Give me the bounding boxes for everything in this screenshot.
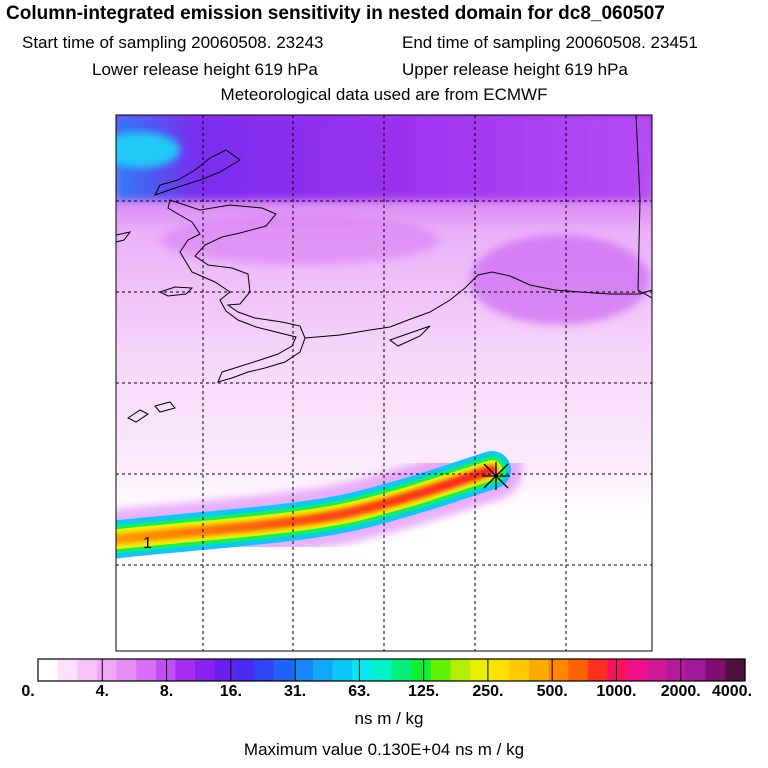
colorbar-cell [607,659,628,681]
colorbar-tick-label: 63. [348,683,371,700]
colorbar-tick-label: 16. [219,683,242,700]
colorbar-frame [37,658,746,682]
colorbar-tick-label: 1000. [596,683,637,700]
colorbar-cell [116,659,137,681]
colorbar-cell [175,659,196,681]
colorbar-cell [646,659,668,681]
colorbar-cell [332,659,353,681]
plume-label: 1 [143,535,152,552]
colorbar-cell [155,659,177,681]
colorbar-cell [430,659,452,681]
coastlines [116,115,652,423]
release-star-marker [482,462,510,490]
colorbar-cell [450,659,471,681]
plume-core [116,465,497,545]
coastline-north [154,149,241,196]
colorbar-cell [411,659,432,681]
colorbar-cell [705,659,726,681]
coastline-peninsula [167,199,306,383]
colorbar-cell [195,659,216,681]
peak-patch-northwest [116,132,180,168]
colorbar-tick-label: 8. [159,683,174,700]
start-time-label: Start time of sampling 20060508. 23243 [22,33,324,52]
colorbar-cell [254,659,275,681]
colorbar-cell [725,659,746,681]
colorbar-cell [38,659,59,681]
plot-area: 1 [116,115,652,651]
colorbar-ticks [101,659,682,681]
colorbar-cell [509,659,530,681]
colorbar-cell [470,659,491,681]
colorbar-cell [391,659,412,681]
island-small-1 [158,286,194,297]
colorbar-cell [96,659,118,681]
colorbar-tick-label: 4. [95,683,109,700]
end-time-label: End time of sampling 20060508. 23451 [402,33,698,52]
island-small-3 [154,401,176,413]
colorbar-cell [312,659,334,681]
colorbar-cell [568,659,589,681]
colorbar-cell [686,659,707,681]
colorbar-cell [489,659,510,681]
colorbar-tick-label: 500. [536,683,568,700]
colorbar-tick-label: 31. [283,683,307,700]
colorbar-cell [627,659,648,681]
colorbar-tick-label: 0. [21,683,35,700]
island-small-2 [127,409,149,423]
lower-release-label: Lower release height 619 hPa [92,60,318,79]
max-value-label: Maximum value 0.130E+04 ns m / kg [243,740,525,759]
colorbar-tick-label: 250. [472,683,504,700]
colorbar-cell [666,659,687,681]
colorbar-units: ns m / kg [354,709,424,728]
coastline-east [635,115,652,299]
island-west [116,231,132,243]
island-east [388,325,431,347]
colorbar-cell [548,659,569,681]
chart-title: Column-integrated emission sensitivity i… [6,3,665,24]
colorbar-cells [38,659,746,681]
colorbar-tick-label: 2000. [660,683,701,700]
colorbar-cell [293,659,314,681]
met-data-label: Meteorological data used are from ECMWF [220,85,548,104]
colorbar-cell [352,659,373,681]
colorbar-cell [57,659,78,681]
colorbar-cell [77,659,98,681]
colorbar-cell [371,659,393,681]
coastline-south [304,271,652,339]
colorbar-cell [234,659,255,681]
colorbar-cell [273,659,294,681]
purple-patch-east [470,235,650,325]
colorbar-tick-label: 4000. [711,683,753,700]
colorbar-cell [214,659,235,681]
plot-frame [115,114,653,652]
upper-release-label: Upper release height 619 hPa [402,60,628,79]
colorbar-cell [587,659,609,681]
purple-patch-central [160,215,440,265]
grid-lines [116,115,652,651]
colorbar-tick-label: 125. [408,683,440,700]
colorbar-cell [528,659,550,681]
colorbar-cell [136,659,157,681]
